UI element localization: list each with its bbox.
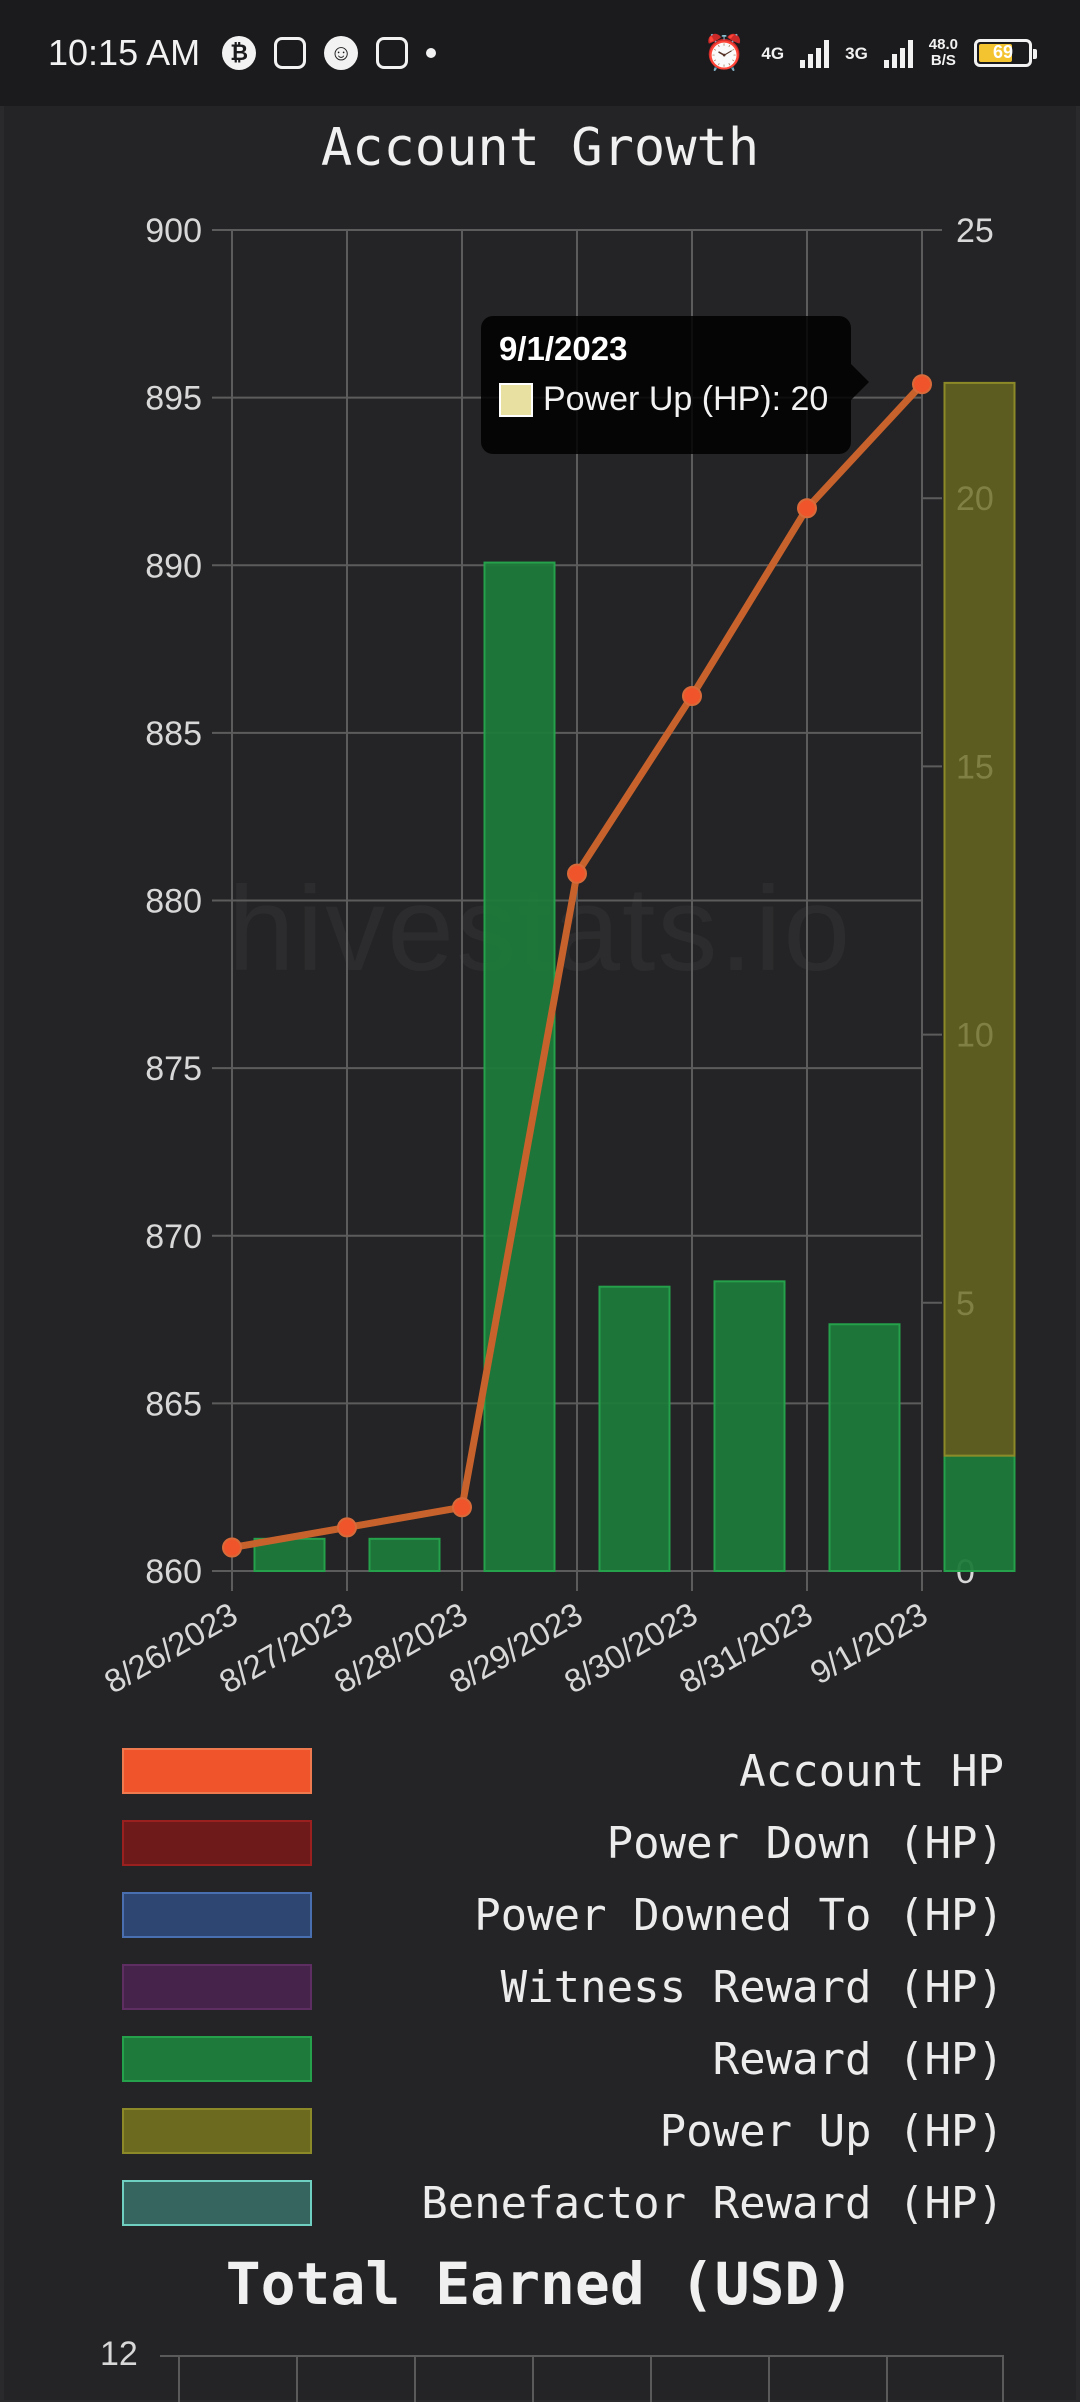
y-left-tick-label: 870 bbox=[145, 1218, 202, 1256]
tooltip-arrow bbox=[851, 364, 869, 400]
system-status: ⏰ 4G 3G 48.0 B/S 69 bbox=[703, 33, 1037, 73]
legend-label: Power Up (HP) bbox=[659, 2106, 1004, 2157]
y-left-tick-label: 885 bbox=[145, 715, 202, 753]
legend-label: Account HP bbox=[739, 1746, 1004, 1797]
tooltip-title: 9/1/2023 bbox=[499, 330, 628, 367]
legend-label: Power Down (HP) bbox=[606, 1818, 1004, 1869]
status-time: 10:15 AM bbox=[48, 32, 201, 73]
battery-level: 69 bbox=[992, 42, 1014, 62]
y-left-tick-label: 900 bbox=[145, 212, 202, 250]
notification-icons: ₿ ☺ bbox=[222, 36, 437, 70]
snapchat-icon: ☺ bbox=[324, 36, 359, 70]
bar-power-up-hp[interactable] bbox=[943, 381, 1016, 1457]
network-speed-unit: B/S bbox=[930, 52, 956, 69]
legend-label: Reward (HP) bbox=[712, 2034, 1004, 2085]
bitcoin-icon: ₿ bbox=[222, 36, 257, 70]
point-account-hp[interactable] bbox=[567, 863, 587, 884]
bar-reward-hp[interactable] bbox=[828, 1323, 901, 1572]
y-left-tick-label: 890 bbox=[145, 547, 202, 585]
app-icon bbox=[376, 37, 409, 69]
point-account-hp[interactable] bbox=[452, 1497, 472, 1518]
point-account-hp[interactable] bbox=[222, 1537, 242, 1558]
bar-reward-hp[interactable] bbox=[713, 1280, 786, 1572]
legend-swatch bbox=[122, 2180, 312, 2226]
legend-item[interactable]: Power Downed To (HP) bbox=[122, 1890, 1004, 1964]
point-account-hp[interactable] bbox=[912, 374, 932, 395]
legend-item[interactable]: Account HP bbox=[122, 1746, 1004, 1820]
bar-reward-hp[interactable] bbox=[943, 1454, 1016, 1572]
instagram-icon bbox=[274, 37, 307, 69]
tooltip-swatch bbox=[499, 382, 533, 417]
second-chart-grid bbox=[160, 2355, 1004, 2402]
legend-swatch bbox=[122, 2036, 312, 2082]
alarm-icon: ⏰ bbox=[703, 34, 746, 72]
y-left-tick-label: 895 bbox=[145, 380, 202, 418]
legend-item[interactable]: Benefactor Reward (HP) bbox=[122, 2178, 1004, 2252]
battery-icon: 69 bbox=[974, 39, 1037, 67]
chart-legend: Account HP Power Down (HP) Power Downed To… bbox=[122, 1746, 1004, 2252]
signal-icon bbox=[800, 38, 830, 68]
y-left-tick-label: 875 bbox=[145, 1050, 202, 1088]
legend-label: Witness Reward (HP) bbox=[500, 1962, 1004, 2013]
point-account-hp[interactable] bbox=[797, 498, 817, 519]
legend-swatch bbox=[122, 1820, 312, 1866]
legend-swatch bbox=[122, 1892, 312, 1938]
status-bar: 10:15 AM ₿ ☺ ⏰ 4G 3G 48.0 B/S 69 bbox=[0, 0, 1080, 106]
legend-label: Power Downed To (HP) bbox=[474, 1890, 1004, 1941]
bar-reward-hp[interactable] bbox=[598, 1285, 671, 1572]
tooltip-label: Power Up (HP): 20 bbox=[543, 380, 829, 418]
legend-item[interactable]: Power Up (HP) bbox=[122, 2106, 1004, 2180]
chart-title: Account Growth bbox=[320, 118, 760, 178]
point-account-hp[interactable] bbox=[337, 1517, 357, 1538]
second-chart-y-tick: 12 bbox=[100, 2335, 138, 2373]
network-speed: 48.0 B/S bbox=[929, 37, 958, 69]
legend-label: Benefactor Reward (HP) bbox=[421, 2178, 1004, 2229]
tooltip-row: Power Up (HP): 20 bbox=[499, 380, 833, 419]
x-tick-label: 9/1/2023 bbox=[804, 1595, 934, 1691]
legend-swatch bbox=[122, 1964, 312, 2010]
bar-reward-hp[interactable] bbox=[368, 1537, 441, 1573]
point-account-hp[interactable] bbox=[682, 685, 702, 706]
network-4g-label: 4G bbox=[761, 43, 785, 63]
second-chart-title: Total Earned (USD) bbox=[225, 2250, 855, 2318]
legend-swatch bbox=[122, 2108, 312, 2154]
legend-item[interactable]: Witness Reward (HP) bbox=[122, 1962, 1004, 2036]
chart-tooltip: 9/1/2023 Power Up (HP): 20 bbox=[481, 316, 851, 454]
network-speed-value: 48.0 bbox=[928, 36, 958, 53]
y-left-tick-label: 860 bbox=[145, 1553, 202, 1591]
x-tick-label: 8/31/2023 bbox=[673, 1595, 819, 1700]
legend-item[interactable]: Reward (HP) bbox=[122, 2034, 1004, 2108]
battery-fill bbox=[979, 44, 1013, 62]
legend-item[interactable]: Power Down (HP) bbox=[122, 1818, 1004, 1892]
legend-swatch bbox=[122, 1748, 312, 1794]
y-left-tick-label: 880 bbox=[145, 883, 202, 921]
bar-reward-hp[interactable] bbox=[253, 1537, 326, 1573]
y-left-tick-label: 865 bbox=[145, 1385, 202, 1423]
account-growth-chart[interactable]: 90089589088588087587086586025201510508/2… bbox=[0, 0, 1080, 1740]
y-right-tick-label: 25 bbox=[956, 212, 994, 250]
signal-icon-2 bbox=[883, 38, 913, 68]
more-notifications-dot bbox=[426, 48, 437, 58]
network-3g-label: 3G bbox=[845, 43, 868, 63]
